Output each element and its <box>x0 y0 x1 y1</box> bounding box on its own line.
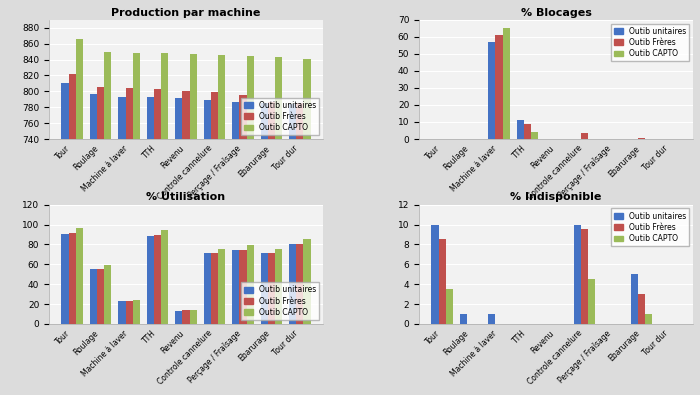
Bar <box>90 269 97 324</box>
Bar <box>581 229 588 324</box>
Bar <box>232 250 239 324</box>
Bar <box>581 133 588 139</box>
Bar <box>503 28 510 139</box>
Bar <box>489 42 496 139</box>
Bar <box>204 100 211 395</box>
Bar <box>232 102 239 395</box>
Bar <box>104 265 111 324</box>
Bar <box>631 274 638 324</box>
Bar <box>211 92 218 395</box>
Bar <box>446 289 453 324</box>
Legend: Outib unitaires, Outib Frères, Outib CAPTO: Outib unitaires, Outib Frères, Outib CAP… <box>241 282 319 320</box>
Title: % Indisponible: % Indisponible <box>510 192 602 203</box>
Bar <box>588 279 595 324</box>
Bar <box>147 97 154 395</box>
Bar <box>289 104 296 395</box>
Bar <box>289 245 296 324</box>
Bar <box>190 310 197 324</box>
Bar <box>190 54 197 395</box>
Bar <box>296 103 304 395</box>
Bar <box>431 224 438 324</box>
Bar <box>183 310 190 324</box>
Bar <box>132 53 140 395</box>
Bar <box>638 138 645 139</box>
Bar <box>645 314 652 324</box>
Bar <box>125 88 132 395</box>
Bar <box>239 95 246 395</box>
Bar <box>175 311 183 324</box>
Bar <box>90 94 97 395</box>
Bar <box>304 239 311 324</box>
Bar <box>161 230 168 324</box>
Bar <box>97 87 104 395</box>
Bar <box>132 300 140 324</box>
Bar <box>531 132 538 139</box>
Bar <box>125 301 132 324</box>
Bar <box>438 239 446 324</box>
Bar <box>69 233 76 324</box>
Bar <box>175 98 183 395</box>
Bar <box>246 56 253 395</box>
Bar <box>261 253 268 324</box>
Bar <box>524 124 531 139</box>
Legend: Outib unitaires, Outib Frères, Outib CAPTO: Outib unitaires, Outib Frères, Outib CAP… <box>241 98 319 135</box>
Bar <box>574 224 581 324</box>
Bar <box>118 301 125 324</box>
Bar <box>304 59 311 395</box>
Bar <box>161 53 168 395</box>
Legend: Outib unitaires, Outib Frères, Outib CAPTO: Outib unitaires, Outib Frères, Outib CAP… <box>610 209 690 246</box>
Bar <box>104 52 111 395</box>
Bar <box>147 237 154 324</box>
Bar <box>268 102 275 395</box>
Title: Production par machine: Production par machine <box>111 8 260 18</box>
Bar <box>218 55 225 395</box>
Bar <box>204 253 211 324</box>
Bar <box>261 103 268 395</box>
Bar <box>97 269 104 324</box>
Bar <box>489 314 496 324</box>
Bar <box>275 249 282 324</box>
Bar <box>62 83 69 395</box>
Bar <box>69 74 76 395</box>
Bar <box>275 57 282 395</box>
Bar <box>154 89 161 395</box>
Title: % Blocages: % Blocages <box>521 8 592 18</box>
Bar <box>62 235 69 324</box>
Bar <box>239 250 246 324</box>
Bar <box>76 39 83 395</box>
Bar <box>496 35 503 139</box>
Title: % Utilisation: % Utilisation <box>146 192 225 203</box>
Bar <box>517 120 524 139</box>
Bar <box>118 97 125 395</box>
Bar <box>183 90 190 395</box>
Bar <box>211 253 218 324</box>
Bar <box>296 245 304 324</box>
Bar <box>638 294 645 324</box>
Bar <box>460 314 467 324</box>
Bar <box>154 235 161 324</box>
Bar <box>76 228 83 324</box>
Bar <box>246 245 253 324</box>
Bar <box>218 249 225 324</box>
Legend: Outib unitaires, Outib Frères, Outib CAPTO: Outib unitaires, Outib Frères, Outib CAP… <box>610 24 690 61</box>
Bar <box>268 253 275 324</box>
